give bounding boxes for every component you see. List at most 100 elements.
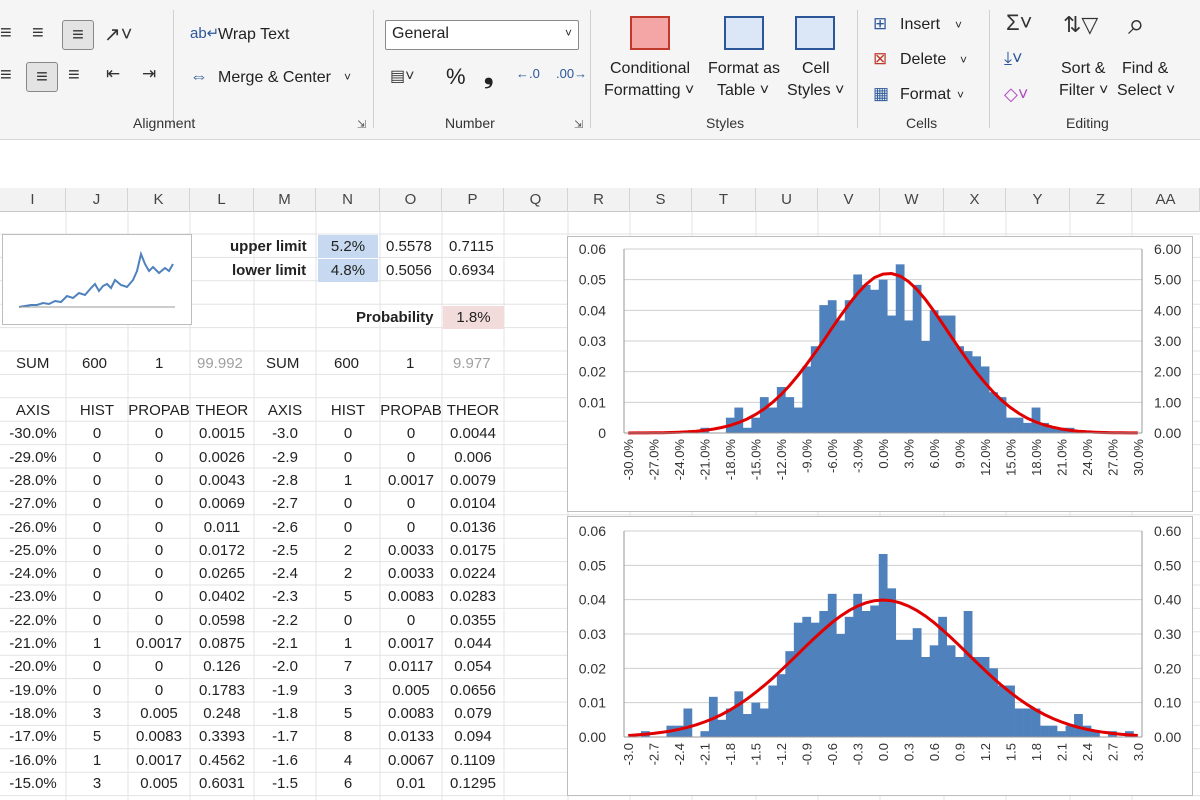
table-cell[interactable]: 0.6031 (199, 774, 245, 792)
table-cell[interactable]: 0.0043 (199, 471, 245, 489)
table-cell[interactable]: 0.0017 (136, 635, 182, 652)
accounting-format-icon[interactable]: ▤˅ (390, 68, 415, 85)
table-cell[interactable]: 0 (406, 425, 416, 443)
align-center-icon[interactable]: ≡ (26, 62, 58, 92)
table-cell[interactable]: 1 (343, 635, 353, 652)
table-cell[interactable]: 0 (343, 518, 353, 536)
column-header-u[interactable]: U (756, 188, 818, 212)
table-cell[interactable]: 0 (343, 448, 353, 466)
table-cell[interactable]: 0 (92, 471, 102, 489)
table-cell[interactable]: 0.0172 (199, 541, 245, 559)
table-cell[interactable]: 3 (92, 704, 102, 722)
table-cell[interactable]: 0 (154, 471, 164, 489)
table-cell[interactable]: 0 (92, 495, 102, 513)
table-cell[interactable]: 0.0283 (450, 588, 496, 606)
table-header-theor[interactable]: THEOR (195, 402, 249, 419)
table-cell[interactable]: 0 (406, 611, 416, 629)
table-cell[interactable]: 0.011 (203, 518, 241, 536)
table-cell[interactable]: 6 (343, 774, 353, 792)
probability-value[interactable]: 1.8% (443, 306, 504, 329)
table-cell[interactable]: 0 (406, 518, 416, 536)
table-cell[interactable]: 0 (92, 681, 102, 699)
align-top-icon[interactable]: ≡ (0, 22, 12, 44)
table-cell[interactable]: 0.1783 (199, 681, 245, 699)
table-cell[interactable]: 0.3393 (199, 728, 245, 746)
table-cell[interactable]: 0.0079 (450, 471, 496, 489)
sparkline-chart[interactable] (2, 234, 192, 325)
table-cell[interactable]: 0 (154, 518, 164, 536)
increase-indent-icon[interactable]: ⇥ (142, 64, 157, 83)
table-cell[interactable]: -2.2 (272, 611, 298, 629)
table-cell[interactable]: 0.248 (203, 704, 241, 722)
column-header-k[interactable]: K (128, 188, 190, 212)
column-header-l[interactable]: L (190, 188, 254, 212)
upper-limit-pct[interactable]: 5.2% (318, 235, 378, 258)
table-cell[interactable]: 8 (343, 728, 353, 746)
decrease-decimal-icon[interactable]: .00→ (556, 66, 588, 81)
column-header-j[interactable]: J (66, 188, 128, 212)
table-cell[interactable]: 0.0017 (388, 635, 434, 652)
table-cell[interactable]: 0.126 (203, 658, 241, 676)
table-cell[interactable]: 2 (343, 565, 353, 583)
column-header-o[interactable]: O (380, 188, 442, 212)
column-header-p[interactable]: P (442, 188, 504, 212)
number-launcher-icon[interactable]: ⇲ (574, 119, 584, 131)
align-left-icon[interactable]: ≡ (0, 64, 12, 86)
table-cell[interactable]: -20.0% (9, 658, 57, 676)
column-header-x[interactable]: X (944, 188, 1006, 212)
table-cell[interactable]: 2 (343, 541, 353, 559)
merge-center-button[interactable]: Merge & Center (218, 69, 331, 86)
column-header-aa[interactable]: AA (1132, 188, 1200, 212)
lower-limit-p[interactable]: 0.6934 (449, 262, 495, 279)
increase-decimal-icon[interactable]: ←.0 (516, 66, 540, 81)
conditional-formatting-label-2[interactable]: Formatting ˅ (604, 82, 695, 99)
align-right-icon[interactable]: ≡ (68, 64, 80, 86)
table-cell[interactable]: -1.9 (272, 681, 298, 699)
table-cell[interactable]: 0 (92, 448, 102, 466)
merge-dropdown-icon[interactable]: ˅ (344, 70, 352, 84)
table-cell[interactable]: 0.0083 (388, 588, 434, 606)
fill-icon[interactable]: ⤓˅ (1004, 48, 1023, 68)
cell-styles-label-2[interactable]: Styles ˅ (787, 82, 845, 99)
table-cell[interactable]: -1.5 (272, 774, 298, 792)
column-header-i[interactable]: I (0, 188, 66, 212)
table-cell[interactable]: -17.0% (9, 728, 57, 746)
table-cell[interactable]: 7 (343, 658, 353, 676)
table-cell[interactable]: -1.7 (272, 728, 298, 746)
table-cell[interactable]: -2.1 (272, 635, 298, 652)
table-cell[interactable]: 0.0656 (450, 681, 496, 699)
cell-styles-label-1[interactable]: Cell (802, 60, 830, 77)
table-cell[interactable]: 0.079 (454, 704, 492, 722)
table-cell[interactable]: -29.0% (9, 448, 57, 466)
table-header-theor[interactable]: THEOR (446, 402, 500, 419)
table-cell[interactable]: 0.1109 (450, 751, 496, 769)
align-middle-icon[interactable]: ≡ (32, 22, 44, 44)
comma-style-button[interactable]: ❟ (484, 62, 494, 89)
table-cell[interactable]: -2.9 (272, 448, 298, 466)
table-cell[interactable]: 0.0224 (450, 565, 496, 583)
table-cell[interactable]: 0 (154, 541, 164, 559)
column-header-t[interactable]: T (692, 188, 756, 212)
sort-filter-label-1[interactable]: Sort & (1061, 60, 1106, 77)
table-cell[interactable]: 0.0067 (388, 751, 434, 769)
table-cell[interactable]: 0.044 (454, 635, 492, 652)
table-cell[interactable]: 0.005 (140, 774, 178, 792)
table-cell[interactable]: 0.0026 (199, 448, 245, 466)
table-cell[interactable]: -18.0% (9, 704, 57, 722)
format-dropdown-icon[interactable]: ˅ (957, 88, 965, 102)
table-cell[interactable]: 0 (92, 588, 102, 606)
column-header-n[interactable]: N (316, 188, 380, 212)
table-cell[interactable]: 3 (92, 774, 102, 792)
table-cell[interactable]: 0.0355 (450, 611, 496, 629)
table-cell[interactable]: 0.0083 (136, 728, 182, 746)
orientation-icon[interactable]: ↗˅ (104, 24, 133, 46)
decrease-indent-icon[interactable]: ⇤ (106, 64, 121, 83)
sum-l[interactable]: 99.992 (197, 355, 243, 372)
table-cell[interactable]: 0.006 (454, 448, 492, 466)
lower-limit-o[interactable]: 0.5056 (386, 262, 432, 279)
table-cell[interactable]: 0 (406, 448, 416, 466)
table-cell[interactable]: 0 (92, 658, 102, 676)
table-cell[interactable]: -24.0% (9, 565, 57, 583)
table-cell[interactable]: 0.0033 (388, 541, 434, 559)
table-cell[interactable]: 0.0069 (199, 495, 245, 513)
